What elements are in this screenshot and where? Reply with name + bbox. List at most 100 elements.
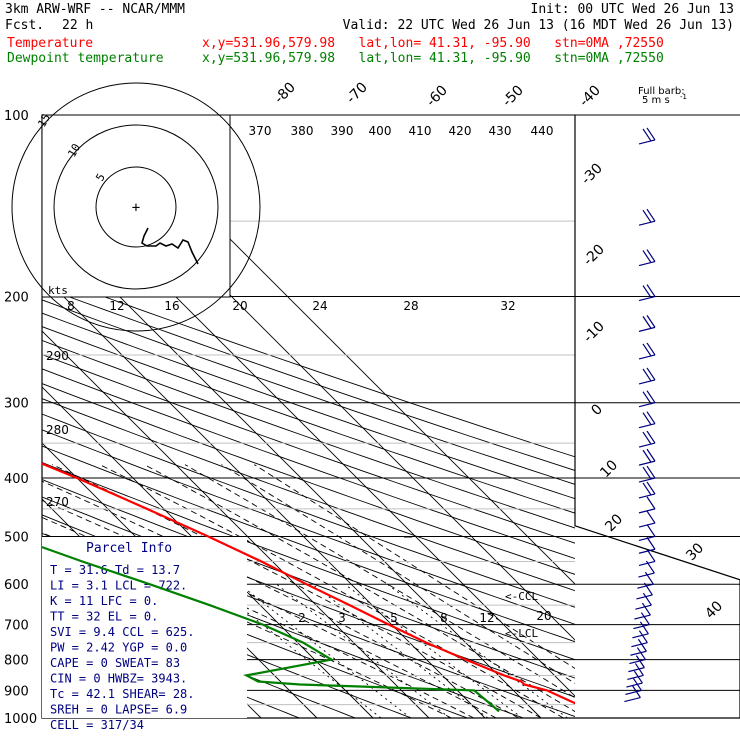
pressure-tick-label: 700 — [4, 619, 29, 634]
wind-barb — [638, 249, 656, 267]
moist-adiabat-line — [99, 464, 564, 719]
legend-dewpoint-info: x,y=531.96,579.98 lat,lon= 41.31, -95.90… — [202, 51, 664, 66]
mixing-ratio-line — [239, 583, 411, 719]
kts-label: kts — [48, 284, 68, 297]
wind-barb-feather — [642, 466, 652, 480]
legend-dewpoint-name: Dewpoint temperature — [7, 51, 164, 66]
wind-barb-feather — [646, 448, 656, 462]
wind-barb-feather — [631, 685, 641, 698]
pressure-tick-label: 500 — [4, 530, 29, 545]
wind-barb-feather — [646, 549, 656, 562]
moist-adiabat-line — [144, 464, 575, 713]
wind-barb — [624, 685, 641, 703]
dry-adiabat-label: 270 — [46, 495, 69, 509]
parcel-info-row: SREH = 0 LAPSE= 6.9 — [50, 703, 187, 717]
isotherm-label: -70 — [343, 79, 370, 106]
parcel-info-row: TT = 32 EL = 0. — [50, 610, 158, 624]
wind-barb-feather — [642, 482, 652, 496]
wind-barb-staff — [625, 689, 642, 695]
full-barb-unit: 5 m s — [642, 95, 670, 106]
wind-barb — [638, 411, 656, 429]
wind-barb-staff — [638, 493, 656, 499]
hodograph-ring — [11, 82, 261, 332]
hodograph-ring — [95, 166, 177, 248]
wind-barb-feather — [635, 655, 645, 668]
wind-barb-staff — [626, 682, 643, 688]
wind-barb — [632, 621, 649, 639]
wind-barb — [638, 284, 656, 302]
wind-barb — [635, 592, 652, 610]
wind-barb-staff — [628, 667, 645, 673]
mixing-ratio-line — [387, 583, 568, 719]
speed-tick-label: 8 — [67, 299, 75, 313]
wind-barb-staff — [624, 697, 641, 703]
isotherm-label: 30 — [683, 540, 707, 564]
pressure-tick-label: 600 — [4, 578, 29, 593]
wind-barb-feather — [636, 647, 646, 660]
parcel-info-row: T = 31.6 Td = 13.7 — [50, 563, 180, 577]
isotherm-line — [42, 218, 542, 719]
wind-barb-staff — [638, 548, 656, 554]
sounding-series — [42, 462, 575, 713]
wind-barb — [625, 678, 642, 695]
moist-adiabat-line — [42, 480, 519, 719]
wind-barb-staff — [638, 379, 656, 385]
wind-barb-staff — [638, 477, 656, 483]
wind-barb-feather — [646, 510, 656, 524]
wind-barb-staff — [638, 535, 656, 542]
wind-barb — [638, 315, 656, 332]
wind-barb — [638, 560, 655, 578]
valid-time: Valid: 22 UTC Wed 26 Jun 13 (16 MDT Wed … — [342, 18, 734, 33]
isotherm-label: -80 — [271, 79, 298, 106]
wind-barb-staff — [638, 326, 656, 332]
isotherm-label: 20 — [602, 511, 626, 535]
wind-barb-feather — [632, 678, 642, 691]
fcst-value: 22 h — [62, 18, 94, 33]
wind-barb-staff — [637, 583, 654, 589]
pressure-tick-label: 1000 — [4, 712, 37, 727]
wind-barb-feather — [643, 582, 653, 596]
speed-tick-label: 16 — [164, 299, 179, 313]
isotherm-line — [42, 386, 374, 719]
parcel-info-box: Parcel Info T = 31.6 Td = 13.7 LI = 3.1 LC… — [42, 537, 247, 732]
wind-barb-feather — [646, 536, 656, 550]
wind-barb-feather — [646, 390, 656, 404]
wind-barb — [638, 549, 656, 567]
moist-adiabat-line — [221, 464, 575, 684]
parcel-info-row: SVI = 9.4 CCL = 625. — [50, 625, 195, 639]
wind-barb — [634, 602, 651, 620]
moist-adiabat-line — [184, 464, 575, 699]
wind-barb-feather — [641, 602, 651, 616]
wind-barb-staff — [633, 624, 650, 630]
wind-barb-feather — [642, 368, 652, 382]
speed-tick-label: 20 — [232, 299, 247, 313]
wind-barb-feather — [646, 315, 656, 328]
wind-barb-staff — [638, 572, 655, 578]
wind-barb-staff — [632, 633, 649, 639]
temperature-line — [42, 462, 575, 705]
full-barb-unit-exponent: -1 — [680, 93, 687, 101]
isotherm-label: -30 — [578, 160, 605, 187]
parcel-info-row: LI = 3.1 LCL = 722. — [50, 579, 187, 593]
wind-barb-staff — [635, 604, 652, 610]
parcel-info-row: PW = 2.42 YGP = 0.0 — [50, 641, 187, 655]
isotherm-label: 0 — [588, 401, 606, 419]
wind-barb-staff — [634, 614, 651, 620]
wind-barb-feather — [646, 411, 656, 424]
pressure-tick-label: 900 — [4, 684, 29, 699]
isentrope-label: 440 — [531, 124, 554, 138]
wind-barb-feather — [640, 612, 650, 625]
wind-barb-staff — [638, 402, 656, 408]
wind-barb-feather — [633, 670, 643, 684]
wind-barb-feather — [639, 621, 649, 635]
parcel-info-row: K = 11 LFC = 0. — [50, 594, 158, 608]
wind-barb — [638, 127, 656, 145]
wind-barb — [638, 430, 656, 448]
isentrope-label: 370 — [249, 124, 272, 138]
speed-tick-label: 28 — [403, 299, 418, 313]
wind-barb-feather — [646, 127, 656, 141]
wind-barb-staff — [638, 560, 656, 567]
isentrope-label: 420 — [449, 124, 472, 138]
hodograph-ring-label: 10 — [65, 142, 83, 160]
